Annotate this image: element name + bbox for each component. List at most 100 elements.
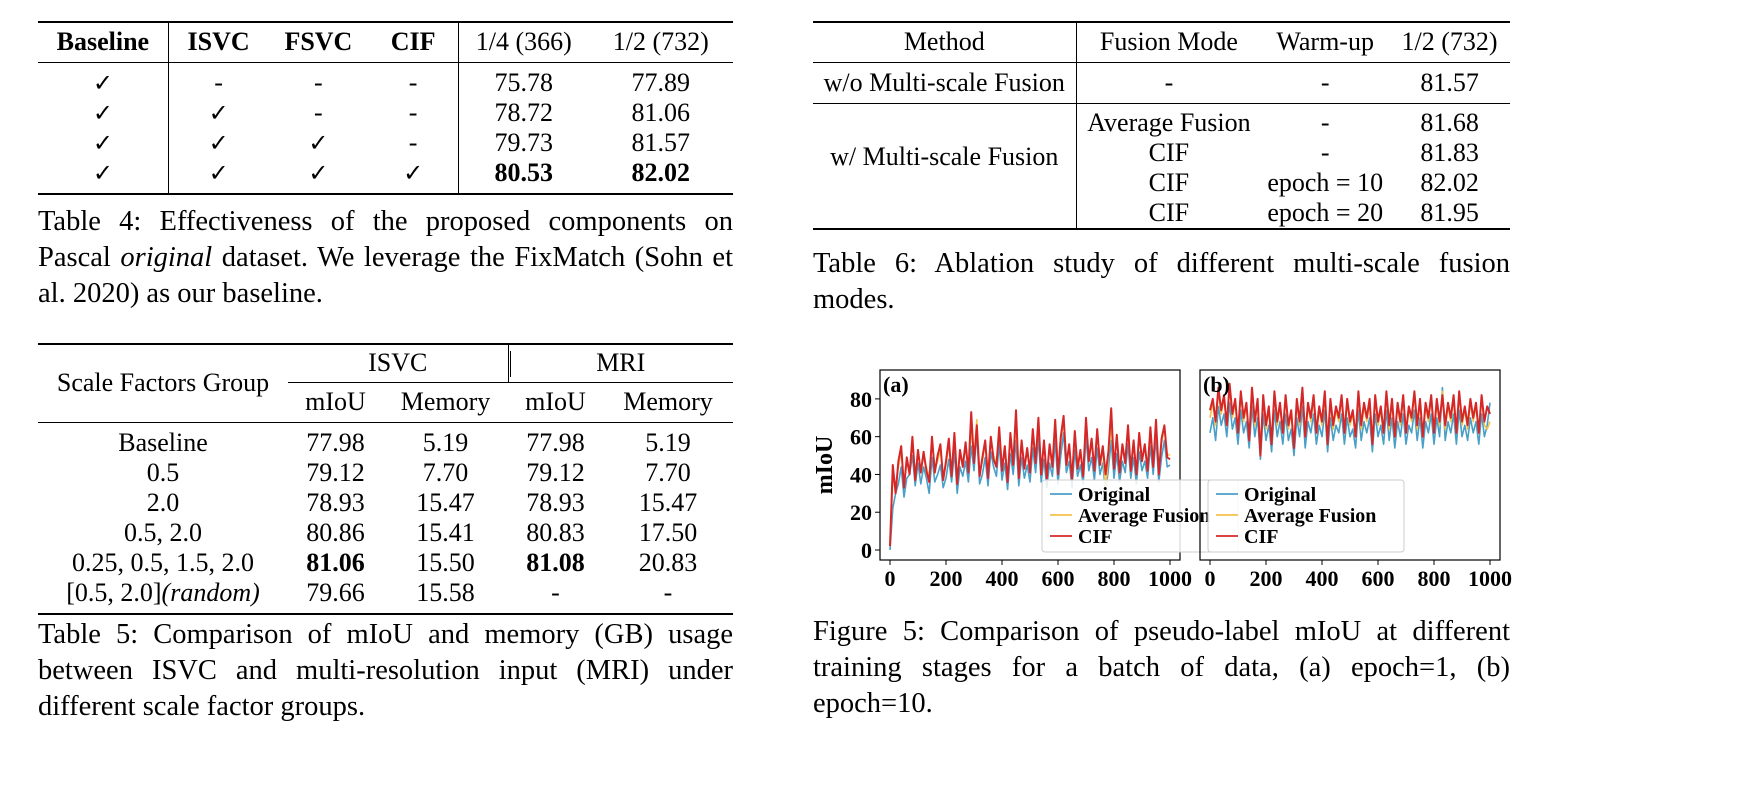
series-line-cif [889, 407, 1171, 547]
t4-cell: 77.89 [631, 68, 691, 97]
plot-frame [879, 369, 1181, 561]
t4-header-fsvc: FSVC [284, 27, 353, 57]
t5-caption-text: Table 5: Comparison of mIoU and memory (… [38, 619, 733, 722]
plot-frame [1199, 369, 1501, 561]
x-tick-label: 0 [1205, 566, 1216, 591]
t4-cell: ✓ [92, 159, 113, 187]
t4-cell: 75.78 [457, 68, 589, 98]
t5-cell: 0.5 [146, 458, 180, 487]
t4-cell: - [408, 98, 418, 127]
t6-row: w/ Multi-scale Fusion Average Fusion - 8… [813, 103, 1510, 171]
t4-header-cif: CIF [390, 27, 436, 57]
t5-cell: 17.50 [638, 518, 698, 547]
t4-cell: 82.02 [631, 158, 691, 187]
legend-box [1207, 479, 1405, 553]
t5-cell: 7.70 [422, 458, 469, 487]
t5-header-group: Scale Factors Group [56, 368, 270, 398]
t5-cell: 77.98 [526, 428, 585, 457]
table4-caption: Table 4: Effectiveness of the proposed c… [38, 204, 733, 312]
x-tick-label: 1000 [1468, 566, 1512, 591]
t4-cell: - [314, 98, 323, 127]
table6: Method Fusion Mode Warm-up 1/2 (732) w/o… [813, 21, 1510, 230]
t4-caption-suffix: dataset. We leverage the FixMatch (Sohn … [38, 242, 733, 309]
t5-cell: 15.41 [416, 518, 475, 547]
legend-label: CIF [1244, 526, 1278, 548]
y-axis-label: mIoU [812, 436, 838, 495]
t5-row: [0.5, 2.0](random) 79.66 15.58 - - [38, 578, 733, 608]
t5-cell: 5.19 [422, 428, 469, 457]
t5-cell: 80.86 [306, 518, 365, 547]
t5-row: 0.25, 0.5, 1.5, 2.0 81.06 15.50 81.08 20… [38, 548, 733, 578]
t4-cell: 78.72 [457, 98, 589, 128]
t5-cell: 5.19 [645, 428, 691, 457]
t5-cell: [0.5, 2.0](random) [38, 578, 288, 608]
t5-sub-header: mIoU [305, 387, 366, 416]
t4-header-quarter: 1/4 (366) [457, 22, 589, 62]
x-tick-label: 1000 [1148, 566, 1192, 591]
t5-row: Baseline 77.98 5.19 77.98 5.19 [38, 428, 733, 458]
t5-sub-header: Memory [400, 387, 491, 416]
t4-cell: - [408, 128, 418, 157]
t4-cell: ✓ [308, 129, 329, 157]
t5-cell: 15.47 [638, 488, 698, 517]
t5-row: 0.5 79.12 7.70 79.12 7.70 [38, 458, 733, 488]
figure5-charts: 0 200 400 600 800 1000 0 20 40 60 80 (a) mIoU Origina… [812, 369, 1512, 591]
t6-cell: CIF [1075, 197, 1262, 229]
t5-cell: 15.58 [416, 578, 475, 607]
t5-cell: Baseline [118, 428, 208, 457]
table4: Baseline ISVC FSVC CIF 1/4 (366) 1/2 (73… [38, 21, 733, 195]
t6-header-warmup: Warm-up [1276, 27, 1374, 57]
t5-header-mri: MRI [507, 344, 733, 383]
t5-cell: 0.25, 0.5, 1.5, 2.0 [72, 548, 254, 577]
table6-caption: Table 6: Ablation study of different mul… [813, 246, 1510, 318]
t5-random-group: [0.5, 2.0] [66, 578, 162, 607]
x-tick-label: 600 [1042, 566, 1075, 591]
t5-header-isvc: ISVC [288, 344, 508, 383]
t6-cell: epoch = 10 [1267, 167, 1384, 197]
t6-cell: 81.83 [1420, 137, 1479, 167]
t5-cell: 7.70 [645, 458, 691, 487]
t5-cell: 15.47 [416, 488, 475, 517]
t4-cell: ✓ [92, 129, 113, 157]
t5-header-divider [510, 351, 511, 377]
t6-cell: CIF [1075, 167, 1262, 198]
t5-cell: 79.12 [526, 458, 585, 487]
t5-cell: 20.83 [638, 548, 698, 577]
t4-row: ✓ ✓ - - 78.72 81.06 [38, 98, 733, 128]
t4-header-half: 1/2 (732) [612, 27, 709, 57]
t5-random-label: (random) [161, 578, 260, 607]
series-line-cif [1209, 382, 1491, 457]
t4-cell: ✓ [308, 159, 329, 187]
t6-method-w: w/ Multi-scale Fusion [830, 141, 1059, 171]
y-tick-label: 20 [850, 500, 872, 525]
figure5-caption: Figure 5: Comparison of pseudo-label mIo… [813, 614, 1510, 722]
t5-cell: 81.06 [306, 548, 365, 577]
t4-cell: - [167, 68, 269, 98]
t5-cell: 77.98 [306, 428, 365, 457]
t4-header-isvc: ISVC [167, 22, 269, 62]
x-tick-label: 200 [930, 566, 963, 591]
series-line-original [889, 432, 1171, 551]
t4-cell: ✓ [92, 69, 113, 97]
y-tick-label: 80 [850, 387, 872, 412]
t5-cell: - [663, 578, 673, 607]
t4-cell: - [314, 68, 323, 97]
t4-row: ✓ ✓ ✓ - 79.73 81.57 [38, 128, 733, 158]
legend-label: Average Fusion [1244, 505, 1376, 527]
t5-sub-header: mIoU [525, 387, 586, 416]
t5-row: 0.5, 2.0 80.86 15.41 80.83 17.50 [38, 518, 733, 548]
y-tick-label: 40 [850, 462, 872, 487]
t5-cell: 79.12 [306, 458, 365, 487]
t4-row: ✓ ✓ ✓ ✓ 80.53 82.02 [38, 158, 733, 188]
t4-cell: ✓ [403, 159, 424, 187]
t4-header-baseline: Baseline [56, 27, 150, 57]
t5-cell: 15.50 [416, 548, 475, 577]
t6-cell: - [1320, 137, 1330, 167]
panel-title: (a) [883, 372, 909, 397]
t5-row: 2.0 78.93 15.47 78.93 15.47 [38, 488, 733, 518]
t6-row: CIF epoch = 20 81.95 [813, 197, 1510, 229]
t6-cell: 81.57 [1420, 67, 1479, 97]
t5-cell: 2.0 [146, 488, 180, 517]
t5-cell: 78.93 [306, 488, 365, 517]
t6-cell: 81.95 [1420, 197, 1479, 227]
